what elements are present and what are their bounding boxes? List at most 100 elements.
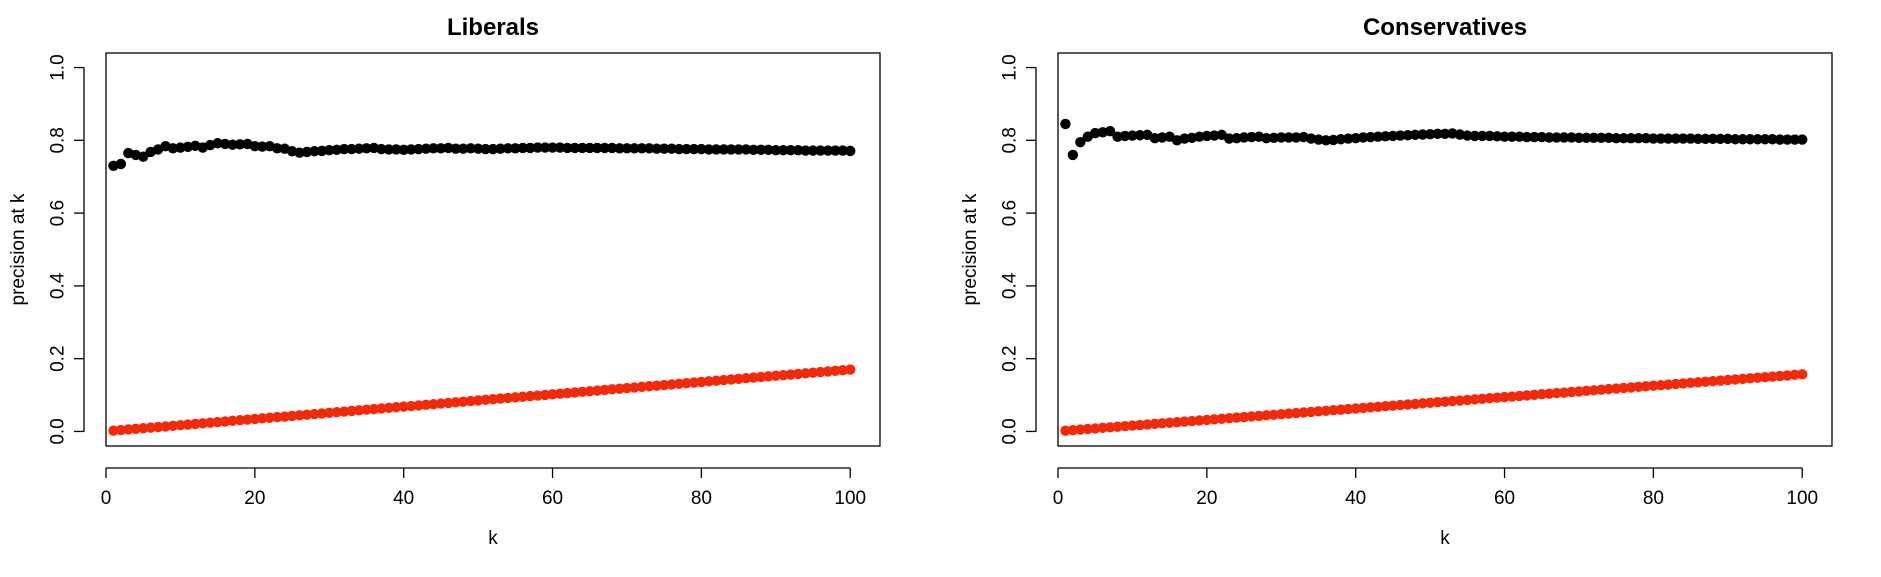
data-point (249, 140, 261, 152)
data-point (785, 369, 796, 380)
data-point (822, 145, 834, 156)
data-point (748, 372, 759, 383)
data-point (1573, 132, 1585, 143)
series-1 (108, 364, 856, 436)
data-point (1663, 133, 1674, 144)
data-point (1521, 390, 1533, 401)
data-point (361, 143, 372, 154)
data-point (398, 144, 409, 155)
data-point (1387, 130, 1399, 142)
data-point (480, 394, 491, 406)
data-point (108, 425, 119, 436)
data-point (331, 406, 342, 418)
data-point (510, 143, 521, 154)
data-point (435, 143, 447, 154)
data-point (175, 419, 186, 431)
x-tick-label: 20 (244, 488, 265, 509)
data-point (606, 384, 618, 395)
data-point (1551, 387, 1562, 399)
data-point (338, 143, 350, 155)
data-point (1610, 383, 1622, 394)
data-point (1767, 371, 1778, 382)
data-point (1060, 425, 1071, 436)
data-point (1543, 132, 1555, 143)
data-point (1276, 408, 1287, 420)
data-point (681, 377, 692, 389)
data-point (711, 144, 722, 155)
data-point (145, 422, 156, 433)
data-point (1343, 133, 1354, 144)
data-point (1424, 128, 1436, 140)
data-point (1566, 132, 1577, 143)
data-point (271, 143, 283, 154)
data-point (1104, 422, 1116, 433)
data-point (688, 143, 700, 155)
data-point (1536, 131, 1547, 143)
data-point (666, 379, 677, 390)
data-point (1789, 134, 1800, 145)
data-point (651, 380, 662, 391)
data-point (815, 145, 826, 156)
data-point (1134, 130, 1146, 141)
data-point (584, 142, 595, 154)
data-point (584, 385, 595, 397)
data-point (1618, 132, 1629, 144)
data-point (517, 142, 528, 154)
data-point (1164, 417, 1175, 428)
data-point (532, 142, 543, 153)
data-point (405, 400, 417, 412)
x-tick-label: 100 (1786, 488, 1818, 509)
data-point (383, 144, 395, 155)
data-point (1402, 130, 1413, 141)
data-point (1238, 411, 1250, 423)
data-point (1372, 131, 1384, 142)
data-point (792, 144, 804, 156)
data-point (763, 144, 774, 155)
data-point (837, 145, 848, 156)
data-point (1477, 393, 1488, 405)
data-point (1075, 136, 1086, 148)
data-point (1581, 132, 1592, 143)
data-point (182, 419, 194, 430)
data-point (807, 367, 819, 378)
data-point (115, 424, 127, 436)
data-point (353, 143, 365, 154)
data-point (480, 143, 491, 155)
data-point (1156, 418, 1168, 429)
data-point (257, 141, 268, 152)
data-point (1261, 132, 1272, 144)
data-point (636, 143, 648, 154)
data-point (1752, 372, 1763, 383)
series-0 (108, 138, 856, 172)
data-point (517, 391, 528, 402)
data-point (227, 415, 238, 427)
data-point (562, 387, 573, 399)
data-point (1655, 379, 1667, 391)
data-point (1722, 133, 1734, 145)
data-point (1298, 407, 1309, 418)
data-point (1715, 133, 1726, 145)
data-point (629, 382, 640, 393)
data-point (1067, 149, 1079, 161)
data-point (1506, 131, 1518, 142)
data-point (547, 389, 558, 400)
data-point (554, 388, 566, 399)
y-axis-label: precision at k (8, 193, 29, 305)
data-point (1670, 133, 1681, 144)
data-point (1484, 130, 1495, 142)
data-point (1365, 131, 1376, 143)
data-point (1484, 393, 1495, 404)
data-point (1625, 382, 1637, 393)
data-point (405, 144, 417, 155)
data-point (1134, 419, 1146, 431)
data-point (569, 142, 581, 154)
data-point (1350, 403, 1361, 414)
data-point (1171, 416, 1183, 428)
data-point (725, 374, 737, 385)
data-point (666, 143, 677, 154)
data-point (1454, 395, 1466, 406)
data-point (1536, 389, 1547, 400)
data-point (1179, 416, 1190, 427)
data-point (495, 393, 506, 404)
